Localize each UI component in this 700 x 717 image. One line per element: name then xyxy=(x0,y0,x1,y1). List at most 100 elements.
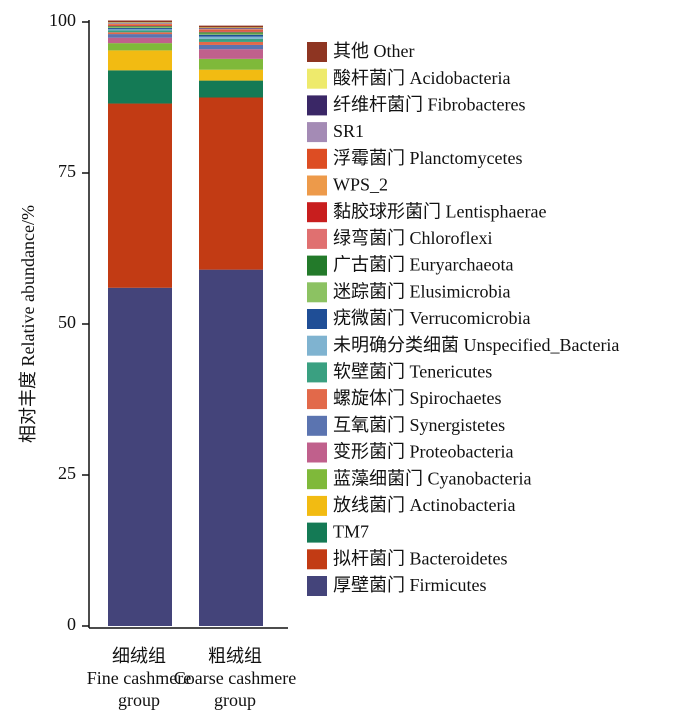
legend-label: WPS_2 xyxy=(333,175,388,195)
legend-label: 厚壁菌门 Firmicutes xyxy=(333,575,487,595)
legend-item: 纤维杆菌门 Fibrobacteres xyxy=(307,95,525,116)
legend-label: 放线菌门 Actinobacteria xyxy=(333,495,515,515)
legend-swatch xyxy=(307,522,327,543)
legend-label: 酸杆菌门 Acidobacteria xyxy=(333,68,510,88)
bar-segment xyxy=(108,103,172,288)
bar-segment xyxy=(199,30,263,32)
legend-item: 绿弯菌门 Chloroflexi xyxy=(307,228,493,249)
bar-segment xyxy=(199,97,263,270)
legend-label: 互氧菌门 Synergistetes xyxy=(333,415,505,435)
legend-swatch xyxy=(307,389,327,410)
bar-segment xyxy=(108,32,172,35)
legend-label: 软壁菌门 Tenericutes xyxy=(333,362,492,382)
legend-swatch xyxy=(307,202,327,223)
bar-segment xyxy=(199,31,263,33)
bar-segment xyxy=(199,34,263,37)
legend-label: 绿弯菌门 Chloroflexi xyxy=(333,228,493,248)
legend-item: 黏胶球形菌门 Lentisphaerae xyxy=(307,201,546,223)
legend-item: TM7 xyxy=(307,522,369,543)
y-axis-title: 相对丰度 Relative abundance/% xyxy=(18,205,38,443)
category-label-en: group xyxy=(118,690,160,710)
bar-segment xyxy=(108,26,172,28)
y-ticks: 0 25 50 75 100 xyxy=(49,10,89,634)
legend-label: 浮霉菌门 Planctomycetes xyxy=(333,148,522,168)
legend-swatch xyxy=(307,469,327,490)
bar-segment xyxy=(199,28,263,29)
bar-segment xyxy=(199,32,263,34)
bar-segment xyxy=(108,287,172,626)
category-label-zh: 粗绒组 xyxy=(208,646,262,666)
legend-swatch xyxy=(307,282,327,303)
legend-label: SR1 xyxy=(333,121,364,141)
legend-label: 变形菌门 Proteobacteria xyxy=(333,442,513,462)
legend-swatch xyxy=(307,576,327,596)
category-label-en: Fine cashmere xyxy=(87,668,191,688)
bar-segment xyxy=(199,36,263,39)
legend-swatch xyxy=(307,255,327,276)
legend-item: 蓝藻细菌门 Cyanobacteria xyxy=(307,468,531,490)
legend-label: 疣微菌门 Verrucomicrobia xyxy=(333,308,530,328)
legend-swatch xyxy=(307,122,327,143)
bar-segment xyxy=(108,22,172,24)
legend-item: 互氧菌门 Synergistetes xyxy=(307,415,505,436)
legend-item: 拟杆菌门 Bacteroidetes xyxy=(307,548,507,570)
bar-segment xyxy=(199,28,263,30)
legend-label: 螺旋体门 Spirochaetes xyxy=(333,388,501,408)
legend-swatch xyxy=(307,42,327,62)
legend-label: TM7 xyxy=(333,522,369,542)
legend-label: 其他 Other xyxy=(333,41,414,61)
bar-segment xyxy=(108,23,172,24)
bar-segment xyxy=(108,23,172,25)
legend-swatch xyxy=(307,549,327,570)
legend-item: 螺旋体门 Spirochaetes xyxy=(307,388,501,410)
legend-item: WPS_2 xyxy=(307,175,388,196)
bar-segment xyxy=(108,37,172,44)
bar-segment xyxy=(108,70,172,104)
bar-segment xyxy=(199,25,263,28)
bar-segment xyxy=(199,49,263,59)
legend-swatch xyxy=(307,362,327,383)
bar-segment xyxy=(108,29,172,31)
bars-layer xyxy=(108,20,263,626)
category-label-en: Coarse cashmere xyxy=(174,668,296,688)
legend: 其他 Other 酸杆菌门 Acidobacteria 纤维杆菌门 Fibrobac… xyxy=(307,41,619,596)
bar-segment xyxy=(108,43,172,51)
legend-swatch xyxy=(307,335,327,356)
legend-item: 迷踪菌门 Elusimicrobia xyxy=(307,281,510,303)
bar-segment xyxy=(199,41,263,45)
bar-segment xyxy=(108,34,172,38)
legend-swatch xyxy=(307,175,327,196)
legend-label: 拟杆菌门 Bacteroidetes xyxy=(333,548,507,568)
bar-segment xyxy=(199,44,263,50)
bar-segment xyxy=(199,29,263,30)
bar-stack-0 xyxy=(108,20,172,626)
legend-label: 黏胶球形菌门 Lentisphaerae xyxy=(333,201,546,221)
legend-swatch xyxy=(307,415,327,436)
bar-segment xyxy=(199,269,263,626)
y-tick-label: 50 xyxy=(58,312,76,332)
legend-item: 疣微菌门 Verrucomicrobia xyxy=(307,308,530,329)
bar-segment xyxy=(108,24,172,26)
bar-segment xyxy=(108,25,172,27)
y-tick-label: 75 xyxy=(58,161,76,181)
bar-segment xyxy=(199,69,263,81)
legend-swatch xyxy=(307,442,327,463)
legend-label: 纤维杆菌门 Fibrobacteres xyxy=(333,95,525,115)
legend-label: 广古菌门 Euryarchaeota xyxy=(333,255,513,275)
legend-item: 浮霉菌门 Planctomycetes xyxy=(307,148,522,169)
y-tick-label: 0 xyxy=(67,614,76,634)
bar-segment xyxy=(199,38,263,42)
legend-item: 软壁菌门 Tenericutes xyxy=(307,362,492,383)
legend-label: 未明确分类细菌 Unspecified_Bacteria xyxy=(333,335,619,355)
legend-item: 酸杆菌门 Acidobacteria xyxy=(307,68,510,89)
y-tick-label: 100 xyxy=(49,10,76,30)
legend-label: 迷踪菌门 Elusimicrobia xyxy=(333,281,510,301)
bar-segment xyxy=(199,33,263,35)
bar-segment xyxy=(108,28,172,30)
bar-stack-1 xyxy=(199,25,263,626)
legend-swatch xyxy=(307,68,327,89)
legend-swatch xyxy=(307,495,327,516)
legend-swatch xyxy=(307,228,327,249)
